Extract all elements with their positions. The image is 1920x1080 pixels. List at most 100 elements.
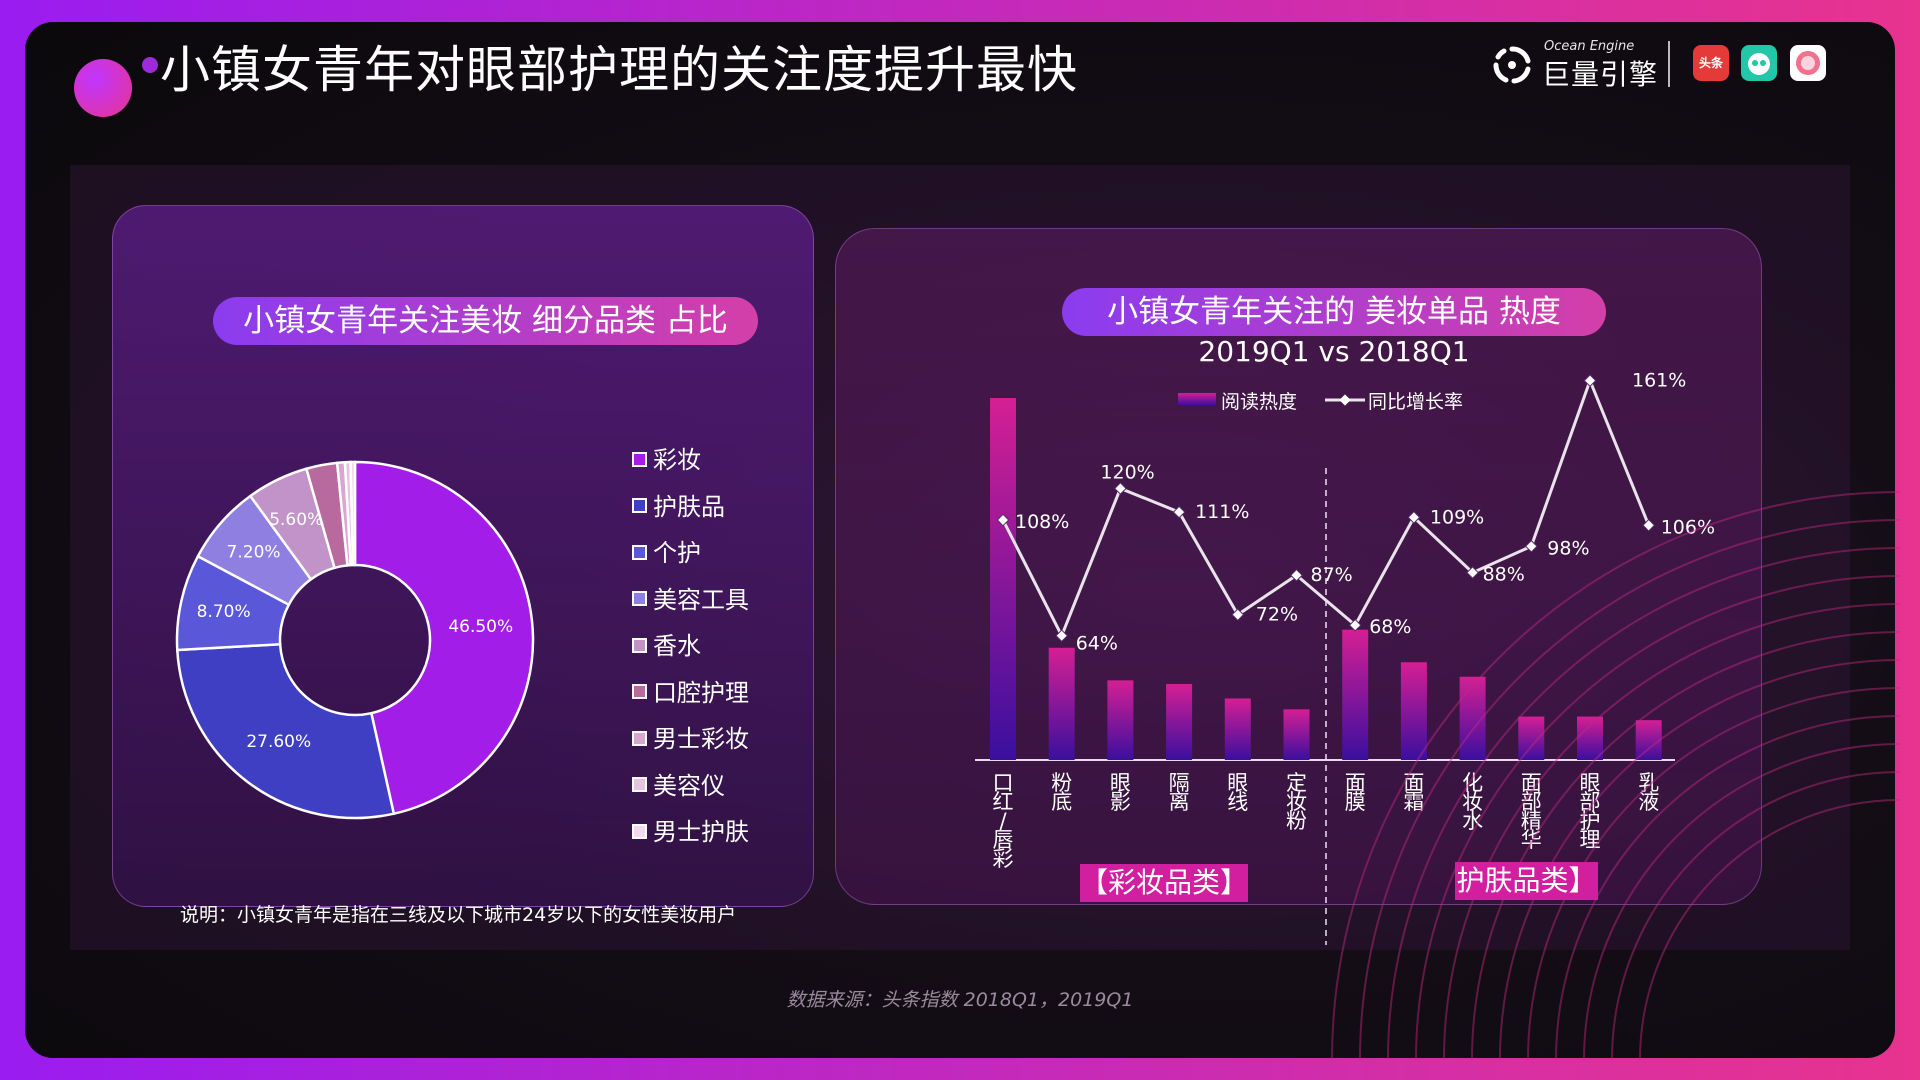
decor-arcs	[1331, 491, 1901, 1061]
douyin-app-icon	[1790, 45, 1826, 81]
bar-1	[1048, 647, 1075, 760]
donut-legend-item-6: 男士彩妆	[632, 719, 749, 753]
donut-legend-label-3: 美容工具	[653, 585, 749, 614]
bar-10	[1577, 716, 1603, 760]
growth-label-11: 106%	[1661, 516, 1715, 538]
donut-legend-label-8: 男士护肤	[653, 818, 749, 846]
donut-legend-label-2: 个护	[653, 539, 701, 567]
donut-legend-swatch-8	[632, 823, 647, 839]
category-label-9: 面部精华	[1521, 771, 1542, 852]
donut-legend-swatch-7	[632, 777, 647, 792]
category-label-4: 眼线	[1227, 771, 1248, 814]
logo-divider	[1668, 41, 1670, 87]
category-label-10: 眼部护理	[1580, 771, 1601, 852]
donut-data-label-0: 46.50%	[448, 617, 513, 637]
left-panel-note: 说明：小镇女青年是指在三线及以下城市24岁以下的女性美妆用户	[180, 904, 737, 926]
growth-point-3	[1172, 505, 1186, 519]
donut-legend-swatch-5	[632, 684, 647, 699]
legend-line-marker	[1339, 394, 1351, 406]
bar-4	[1224, 698, 1251, 760]
growth-label-0: 108%	[1015, 511, 1069, 533]
donut-legend-label-0: 彩妆	[653, 446, 701, 474]
growth-label-1: 64%	[1076, 633, 1118, 655]
category-label-7: 面霜	[1403, 771, 1424, 814]
donut-chart: 46.50% 27.60% 8.70% 7.20% 5.60%	[175, 460, 535, 820]
left-panel-heading: 小镇女青年关注美妆 细分品类 占比	[213, 297, 758, 345]
growth-label-8: 88%	[1483, 564, 1525, 586]
growth-label-9: 98%	[1547, 537, 1589, 559]
donut-legend-label-5: 口腔护理	[653, 678, 749, 707]
growth-label-2: 120%	[1100, 461, 1154, 483]
growth-point-7	[1407, 511, 1421, 524]
category-label-0: 口红/唇彩	[993, 771, 1014, 871]
growth-label-4: 72%	[1256, 604, 1298, 626]
donut-data-label-3: 7.20%	[227, 543, 281, 563]
donut-legend-item-5: 口腔护理	[632, 673, 749, 707]
growth-point-1	[1055, 629, 1069, 643]
growth-line	[1001, 376, 1651, 640]
category-label-11: 乳液	[1638, 771, 1659, 814]
bar-7	[1400, 662, 1427, 760]
bar-2	[1107, 680, 1134, 760]
right-panel-heading: 小镇女青年关注的 美妆单品 热度	[1062, 288, 1606, 336]
growth-point-10	[1583, 374, 1597, 387]
brand-logos: Ocean Engine 巨量引擎 头条	[1490, 35, 1850, 95]
category-label-6: 面膜	[1345, 771, 1366, 814]
category-label-2: 眼影	[1110, 771, 1131, 814]
growth-point-2	[1114, 482, 1127, 495]
bar-6	[1342, 629, 1369, 760]
legend-bar-swatch	[1178, 393, 1216, 405]
donut-legend-label-7: 美容仪	[653, 771, 725, 800]
donut-legend-label-4: 香水	[653, 632, 701, 660]
logo-name: 巨量引擎	[1542, 58, 1659, 91]
donut-data-label-2: 8.70%	[197, 602, 251, 622]
donut-slice-0	[353, 460, 535, 816]
donut-legend-item-2: 个护	[632, 533, 701, 567]
group-tag-skincare: 护肤品类】	[1455, 862, 1598, 900]
donut-legend-swatch-4	[632, 637, 647, 653]
donut-legend-item-7: 美容仪	[632, 766, 725, 800]
donut-legend-swatch-3	[632, 591, 647, 606]
donut-slice-8	[349, 460, 357, 567]
legend-bar-label: 阅读热度	[1221, 391, 1297, 413]
donut-legend-swatch-1	[632, 498, 647, 513]
donut-legend-swatch-6	[632, 730, 647, 746]
category-label-3: 隔离	[1169, 771, 1190, 814]
logo-subtitle: Ocean Engine	[1544, 39, 1635, 54]
bar-5	[1283, 709, 1310, 760]
page-title: 小镇女青年对眼部护理的关注度提升最快	[160, 41, 1078, 99]
donut-legend-item-0: 彩妆	[632, 440, 701, 474]
legend-line-label: 同比增长率	[1368, 391, 1463, 413]
right-panel	[835, 228, 1762, 905]
donut-legend-label-6: 男士彩妆	[653, 725, 749, 753]
donut-legend-swatch-0	[632, 451, 647, 467]
category-label-1: 粉底	[1051, 771, 1072, 814]
ocean-engine-logo-icon	[1493, 46, 1531, 84]
data-source: 数据来源：头条指数 2018Q1，2019Q1	[786, 989, 1134, 1011]
growth-point-8	[1466, 566, 1479, 579]
donut-legend-swatch-2	[632, 544, 647, 560]
bar-8	[1459, 676, 1486, 760]
combo-legend: 阅读热度 同比增长率	[1178, 391, 1463, 413]
bar-0	[990, 398, 1016, 760]
category-label-8: 化妆水	[1462, 771, 1483, 833]
growth-point-11	[1642, 518, 1656, 532]
bar-9	[1518, 716, 1545, 760]
toutiao-app-icon: 头条	[1693, 45, 1729, 81]
donut-legend-item-8: 男士护肤	[632, 812, 749, 846]
donut-data-label-1: 27.60%	[246, 732, 311, 752]
donut-data-label-4: 5.60%	[269, 510, 323, 530]
donut-legend-item-1: 护肤品	[632, 487, 725, 521]
decor-circle-large	[74, 59, 132, 117]
growth-point-9	[1524, 539, 1538, 553]
bar-11	[1635, 720, 1662, 760]
growth-label-7: 109%	[1430, 506, 1484, 528]
decor-circle-small	[142, 57, 158, 73]
growth-point-0	[996, 513, 1010, 527]
bar-3	[1166, 683, 1193, 760]
donut-slice-1	[175, 642, 396, 820]
growth-label-6: 68%	[1369, 616, 1411, 638]
donut-legend-item-4: 香水	[632, 626, 701, 660]
donut-legend-item-3: 美容工具	[632, 580, 749, 614]
